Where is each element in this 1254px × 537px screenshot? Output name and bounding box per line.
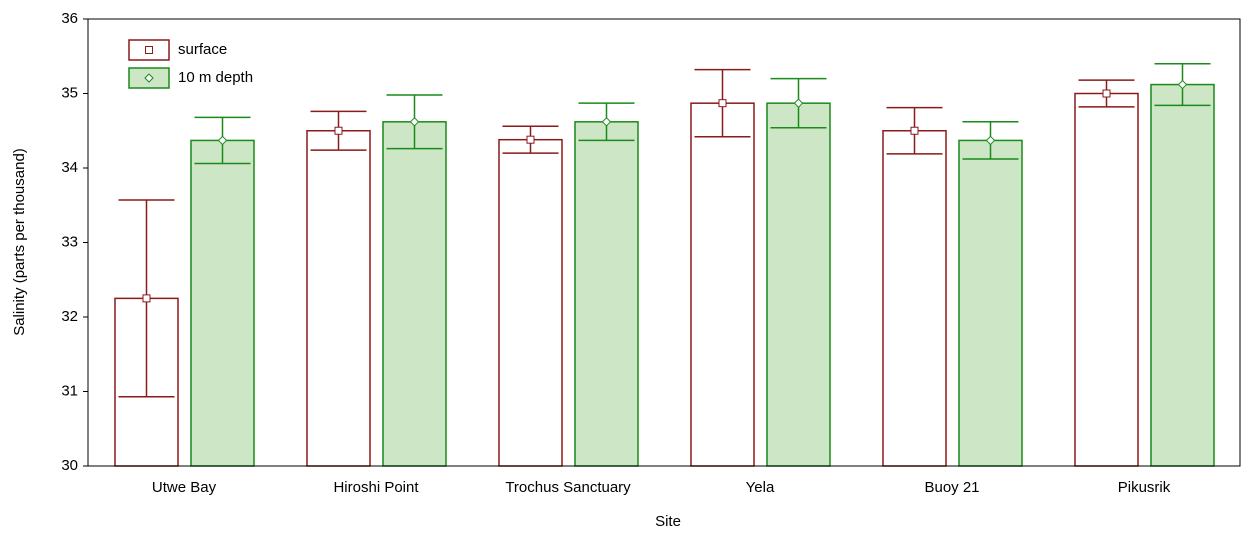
legend-label: 10 m depth [178,69,253,86]
bar [574,121,639,467]
x-tick-label: Buoy 21 [924,479,979,496]
y-tick-label: 34 [61,159,78,176]
marker [409,117,420,127]
y-tick-label: 36 [61,10,78,27]
x-tick-label: Hiroshi Point [333,479,419,496]
legend-label: surface [178,41,227,58]
bar [958,139,1023,467]
x-axis-title: Site [655,513,681,530]
marker [142,294,151,303]
bar [306,130,371,467]
marker [793,98,804,108]
marker [601,117,612,127]
y-tick-label: 35 [61,84,78,101]
bar [190,139,255,467]
plot-frame [87,18,1241,467]
bar [766,102,831,467]
marker [910,126,919,135]
x-tick-label: Pikusrik [1118,479,1171,496]
y-tick-label: 30 [61,457,78,474]
bar [882,130,947,467]
x-tick-label: Trochus Sanctuary [505,479,631,496]
bar [1150,83,1215,467]
marker [334,126,343,135]
marker [985,135,996,146]
y-tick-label: 33 [61,233,78,250]
y-axis-title: Salinity (parts per thousand) [11,148,28,336]
bar [1074,92,1139,467]
marker [1177,79,1188,90]
y-tick-label: 32 [61,308,78,325]
bar [498,138,563,467]
bar [690,102,755,467]
y-tick-label: 31 [61,382,78,399]
marker [526,135,535,144]
marker [217,135,228,146]
marker [718,99,727,108]
legend-marker [145,46,153,54]
marker [1102,89,1111,98]
bar [382,121,447,467]
x-tick-label: Utwe Bay [152,479,217,496]
x-tick-label: Yela [746,479,775,496]
legend-marker [144,73,154,83]
